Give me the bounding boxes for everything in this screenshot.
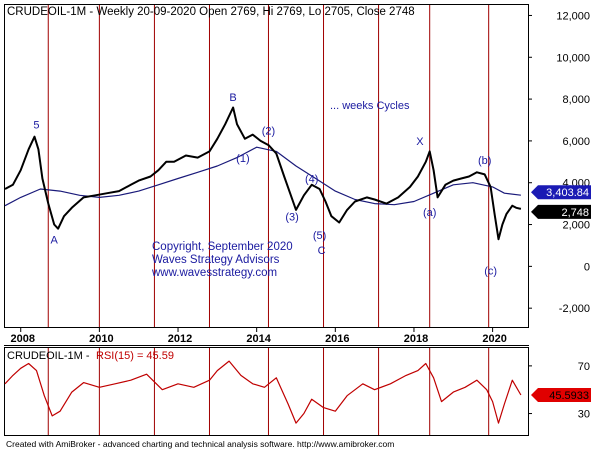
copyright-line2: Waves Strategy Advisors <box>152 254 280 266</box>
wave-label: C <box>318 245 326 257</box>
footer-credit: Created with AmiBroker - advanced charti… <box>6 439 394 449</box>
x-tick-label: 2018 <box>404 333 428 345</box>
x-tick-label: 2012 <box>168 333 192 345</box>
wave-labels: 5 A B (1) (2) (3) (4) (5) C X (a) (b) (c) <box>33 92 497 278</box>
close-value-tag-bg <box>531 204 591 219</box>
x-tick-label: 2020 <box>482 333 506 345</box>
x-tick-label: 2010 <box>89 333 113 345</box>
y-tick-label: 12,000 <box>556 10 590 22</box>
rsi-y-axis: 70 30 <box>528 361 590 421</box>
y-tick-label: 6,000 <box>562 136 590 148</box>
y-tick-label: 8,000 <box>562 94 590 106</box>
price-path <box>4 106 522 241</box>
wave-label: 5 <box>33 119 39 131</box>
x-tick-label: 2008 <box>10 333 34 345</box>
rsi-y-tick-label: 30 <box>578 409 590 421</box>
ma-value-tag-bg <box>531 185 591 200</box>
price-line <box>4 106 522 241</box>
chart-header: CRUDEOIL-1M - Weekly 20-09-2020 Open 276… <box>7 6 415 18</box>
wave-label: (5) <box>313 230 326 242</box>
x-tick-label: 2016 <box>325 333 349 345</box>
rsi-header-label: RSI(15) = 45.59 <box>96 350 174 362</box>
rsi-value-tag-bg <box>531 387 591 402</box>
y-tick-label: 0 <box>584 261 590 273</box>
y-tick-label: 2,000 <box>562 220 590 232</box>
wave-label: (3) <box>285 211 298 223</box>
wave-label: X <box>416 136 424 148</box>
rsi-pane <box>4 347 529 436</box>
rsi-path <box>4 360 522 424</box>
close-value-tag: 2,748 <box>561 207 589 219</box>
wave-label: (4) <box>305 174 318 186</box>
rsi-header-prefix: CRUDEOIL-1M - <box>7 350 90 362</box>
wave-label: (a) <box>423 207 436 219</box>
wave-label: (1) <box>236 153 249 165</box>
price-pane <box>4 4 529 328</box>
y-tick-label: 10,000 <box>556 52 590 64</box>
copyright-line1: Copyright, September 2020 <box>152 241 293 253</box>
wave-label: B <box>229 92 236 104</box>
cycles-label: ... weeks Cycles <box>330 100 410 112</box>
wave-label: (c) <box>484 266 497 278</box>
value-tags: 3,403.84 2,748 45.5933 <box>531 185 591 402</box>
rsi-y-tick-label: 70 <box>578 361 590 373</box>
wave-label: A <box>50 234 58 246</box>
cycle-lines <box>47 5 490 435</box>
y-tick-label: -2,000 <box>559 303 590 315</box>
rsi-value-tag: 45.5933 <box>549 390 589 402</box>
rsi-line <box>4 360 522 424</box>
wave-label: (b) <box>478 155 491 167</box>
ma-value-tag: 3,403.84 <box>546 187 589 199</box>
price-x-axis: 2008 2010 2012 2014 2016 2018 2020 <box>10 327 507 345</box>
wave-label: (2) <box>262 126 275 138</box>
copyright-line3: www.wavesstrategy.com <box>151 267 277 279</box>
x-tick-label: 2014 <box>246 333 271 345</box>
